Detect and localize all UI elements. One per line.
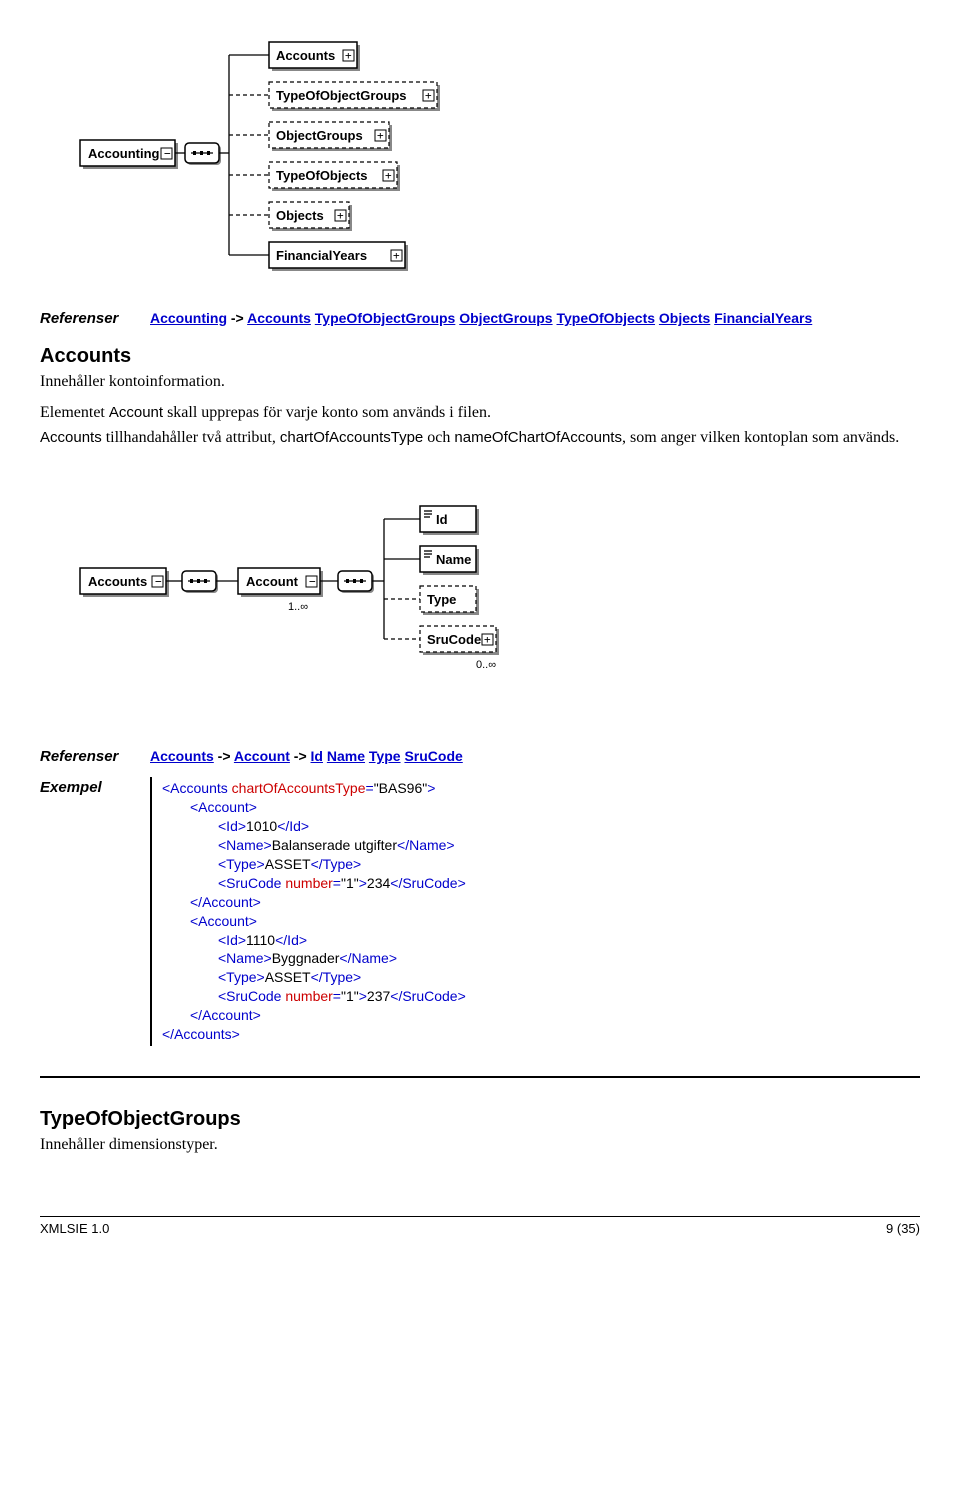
svg-text:+: + xyxy=(484,633,491,646)
ref-link[interactable]: ObjectGroups xyxy=(459,310,552,326)
p3c: chartOfAccountsType xyxy=(280,429,423,446)
svg-text:Accounting: Accounting xyxy=(88,146,160,161)
svg-text:1..∞: 1..∞ xyxy=(288,601,308,613)
ref-link[interactable]: Name xyxy=(327,748,365,764)
svg-text:Id: Id xyxy=(436,512,448,527)
svg-text:Objects: Objects xyxy=(276,208,324,223)
svg-text:Type: Type xyxy=(427,592,456,607)
exempel-code-block: <Accounts chartOfAccountsType="BAS96"><A… xyxy=(150,777,466,1045)
svg-text:TypeOfObjects: TypeOfObjects xyxy=(276,168,368,183)
section-divider xyxy=(40,1076,920,1078)
section-title-typeofobjectgroups: TypeOfObjectGroups xyxy=(40,1108,920,1131)
p2-mono: Account xyxy=(109,404,163,421)
ref-link[interactable]: Id xyxy=(311,748,323,764)
svg-text:Accounts: Accounts xyxy=(276,48,335,63)
code-line: <Type>ASSET</Type> xyxy=(162,968,466,987)
code-line: <Account> xyxy=(162,798,466,817)
svg-text:SruCode: SruCode xyxy=(427,632,481,647)
p3a: Accounts xyxy=(40,429,102,446)
svg-text:+: + xyxy=(425,89,432,102)
footer-right: 9 (35) xyxy=(886,1221,920,1236)
svg-text:Accounts: Accounts xyxy=(88,574,147,589)
code-line: <SruCode number="1">237</SruCode> xyxy=(162,987,466,1006)
code-line: <SruCode number="1">234</SruCode> xyxy=(162,874,466,893)
arrow-text: -> xyxy=(214,748,234,764)
referenser-label-2: Referenser xyxy=(40,748,150,765)
ref-link[interactable]: Accounts xyxy=(247,310,311,326)
referenser-label: Referenser xyxy=(40,310,150,327)
svg-text:ObjectGroups: ObjectGroups xyxy=(276,128,363,143)
p3d: och xyxy=(423,429,454,446)
ref-link[interactable]: TypeOfObjectGroups xyxy=(315,310,456,326)
p2-pre: Elementet xyxy=(40,404,109,421)
accounts-p3: Accounts tillhandahåller två attribut, c… xyxy=(40,428,920,449)
code-line: </Account> xyxy=(162,893,466,912)
ref-link[interactable]: Objects xyxy=(659,310,710,326)
svg-text:TypeOfObjectGroups: TypeOfObjectGroups xyxy=(276,88,407,103)
code-line: <Id>1010</Id> xyxy=(162,817,466,836)
svg-text:+: + xyxy=(345,49,352,62)
arrow-text: -> xyxy=(290,748,311,764)
svg-text:+: + xyxy=(337,209,344,222)
referenser-row-2: Referenser Accounts -> Account -> Id Nam… xyxy=(40,748,920,765)
ref-link[interactable]: Type xyxy=(369,748,401,764)
ref-link[interactable]: Account xyxy=(234,748,290,764)
code-line: <Name>Balanserade utgifter</Name> xyxy=(162,836,466,855)
svg-text:Name: Name xyxy=(436,552,471,567)
exempel-row: Exempel <Accounts chartOfAccountsType="B… xyxy=(40,777,920,1045)
section-title-accounts: Accounts xyxy=(40,345,920,368)
svg-text:Account: Account xyxy=(246,574,299,589)
code-line: </Account> xyxy=(162,1006,466,1025)
ref-link[interactable]: FinancialYears xyxy=(714,310,812,326)
toog-p1: Innehåller dimensionstyper. xyxy=(40,1135,920,1156)
svg-text:+: + xyxy=(385,169,392,182)
page-footer: XMLSIE 1.0 9 (35) xyxy=(40,1216,920,1236)
ref-link[interactable]: Accounts xyxy=(150,748,214,764)
code-line: </Accounts> xyxy=(162,1025,466,1044)
referenser-row-1: Referenser Accounting -> Accounts TypeOf… xyxy=(40,310,920,327)
p2-post: skall upprepas för varje konto som använ… xyxy=(163,404,491,421)
code-line: <Account> xyxy=(162,912,466,931)
referenser-links-2: Accounts -> Account -> Id Name Type SruC… xyxy=(150,748,463,764)
p3b: tillhandahåller två attribut, xyxy=(102,429,280,446)
p3e: nameOfChartOfAccounts xyxy=(454,429,622,446)
code-line: <Accounts chartOfAccountsType="BAS96"> xyxy=(162,779,466,798)
code-line: <Id>1110</Id> xyxy=(162,931,466,950)
accounts-p1: Innehåller kontoinformation. xyxy=(40,372,920,393)
schema-diagram-accounting: Accounting− Accounts + TypeOfObjectGroups + O… xyxy=(70,30,590,290)
svg-text:+: + xyxy=(377,129,384,142)
code-line: <Name>Byggnader</Name> xyxy=(162,949,466,968)
referenser-links-1: Accounting -> Accounts TypeOfObjectGroup… xyxy=(150,310,812,326)
ref-link[interactable]: Accounting xyxy=(150,310,227,326)
exempel-label: Exempel xyxy=(40,777,150,1045)
p3f: , som anger vilken kontoplan som används… xyxy=(622,429,899,446)
svg-text:−: − xyxy=(309,575,316,588)
svg-text:FinancialYears: FinancialYears xyxy=(276,248,367,263)
ref-link[interactable]: TypeOfObjects xyxy=(556,310,655,326)
svg-text:−: − xyxy=(155,575,162,588)
code-line: <Type>ASSET</Type> xyxy=(162,855,466,874)
svg-text:+: + xyxy=(393,249,400,262)
schema-diagram-accounts: Accounts−Account−1..∞IdNameTypeSruCode0.… xyxy=(70,498,630,698)
svg-text:0..∞: 0..∞ xyxy=(476,659,496,671)
svg-text:−: − xyxy=(164,147,171,160)
accounts-p2: Elementet Account skall upprepas för var… xyxy=(40,403,920,424)
ref-link[interactable]: SruCode xyxy=(404,748,462,764)
footer-left: XMLSIE 1.0 xyxy=(40,1221,109,1236)
arrow-text: -> xyxy=(227,310,247,326)
